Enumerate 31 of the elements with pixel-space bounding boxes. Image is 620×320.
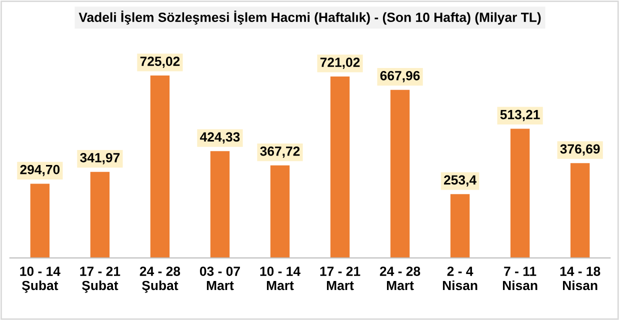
x-tick-label: 2 - 4 Nisan: [442, 266, 478, 290]
bar: [510, 128, 530, 258]
bar: [390, 90, 410, 258]
x-tick-label: 24 - 28 Şubat: [140, 266, 180, 293]
data-label: 667,96: [380, 70, 420, 82]
data-label: 376,69: [560, 144, 600, 156]
x-tick-label: 17 - 21 Şubat: [80, 266, 120, 293]
bar: [90, 172, 110, 258]
data-label: 721,02: [320, 58, 360, 69]
data-label: 253,4: [444, 175, 476, 187]
x-tick-label: 24 - 28 Mart: [380, 266, 420, 290]
data-label: 341,97: [80, 152, 120, 164]
bar: [570, 163, 590, 258]
bar: [150, 76, 170, 258]
bar: [450, 194, 470, 258]
chart-title: Vadeli İşlem Sözleşmesi İşlem Hacmi (Haftalık) - (Son 10 Hafta) (Milyar TL): [78, 10, 541, 25]
data-label: 513,21: [500, 110, 540, 122]
x-tick-label: 17 - 21 Mart: [320, 266, 360, 290]
bar: [270, 165, 290, 258]
x-tick-label: 10 - 14 Şubat: [20, 266, 60, 293]
x-tick-label: 7 - 11 Nisan: [502, 266, 538, 290]
bar: [330, 76, 350, 258]
data-label: 294,70: [20, 164, 60, 176]
x-tick-label: 03 - 07 Mart: [200, 266, 240, 290]
bar: [30, 184, 50, 258]
bar: [210, 151, 230, 258]
data-label: 367,72: [260, 146, 300, 158]
data-label: 424,33: [200, 132, 240, 144]
x-tick-label: 14 - 18 Nisan: [560, 266, 600, 290]
x-tick-label: 10 - 14 Mart: [260, 266, 300, 290]
data-label: 725,02: [140, 56, 180, 68]
